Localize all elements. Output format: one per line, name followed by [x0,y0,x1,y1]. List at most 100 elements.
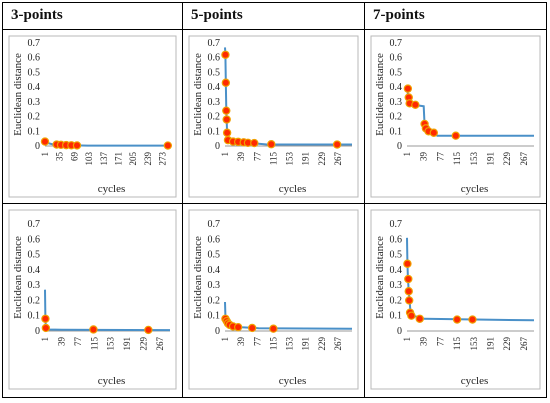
y-tick-label: 0.4 [28,82,41,93]
header-divider [3,29,546,30]
column-divider [364,3,365,397]
chart-5-points-bottom: 0 0.1 0.2 0.3 0.4 0.5 0.6 0.7 1 39 77 115 153 191 229 2… [183,204,364,397]
data-point [222,115,231,124]
x-tick-label: 229 [139,337,149,351]
chart-7-points-bottom: 0 0.1 0.2 0.3 0.4 0.5 0.6 0.7 1 39 77 115 153 191 229 2… [365,204,546,397]
x-tick-label: 35 [55,152,65,162]
x-tick-label: 77 [73,337,83,347]
y-axis-label: Euclidean distance [12,236,24,319]
x-tick-label: 153 [285,152,295,166]
x-tick-label: 77 [252,152,262,162]
x-tick-label: 39 [56,337,66,347]
x-tick-label: 69 [69,152,79,162]
figure-grid: 3-points 5-points 7-points 0 0.1 0.2 0.3 0.4… [2,2,547,398]
data-point [233,322,243,332]
y-tick-label: 0.7 [390,38,403,49]
y-tick-label: 0.1 [208,311,221,322]
x-tick-label: 191 [485,152,495,166]
chart-svg: 0 0.1 0.2 0.3 0.4 0.5 0.6 0.7 1 39 77 115 153 191 229 2… [188,209,359,390]
row-divider [3,203,546,204]
x-tick-label: 1 [402,337,412,342]
chart-5-points-top: 0 0.1 0.2 0.3 0.4 0.5 0.6 0.7 1 39 77 115 153 191 229 2… [183,30,364,203]
y-tick-label: 0.5 [28,250,41,261]
data-point [411,100,420,110]
data-point [404,274,413,284]
chart-svg: 0 0.1 0.2 0.3 0.4 0.5 0.6 0.7 1 39 77 115 153 191 229 2… [8,209,177,390]
y-tick-label: 0 [35,326,40,337]
x-tick-label: 1 [40,337,50,342]
x-tick-label: 77 [435,152,445,162]
y-tick-label: 0.5 [390,67,403,78]
x-tick-label: 191 [122,337,132,351]
x-tick-label: 267 [519,337,529,351]
data-point [415,314,424,323]
data-point [403,84,413,93]
data-point [403,259,412,268]
y-tick-label: 0.6 [390,234,403,245]
y-tick-label: 0.4 [390,265,403,276]
y-tick-label: 0.6 [208,53,221,64]
data-point [332,140,342,149]
x-tick-label: 153 [106,337,116,351]
x-tick-label: 191 [485,337,495,351]
y-tick-label: 0.1 [390,126,403,137]
y-axis-label: Euclidean distance [192,53,204,136]
y-tick-label: 0.6 [28,234,41,245]
y-axis-label: Euclidean distance [192,236,204,319]
data-point [72,141,82,150]
x-axis-label: cycles [461,375,488,387]
x-tick-label: 115 [268,152,278,166]
x-tick-label: 205 [128,152,138,166]
y-tick-label: 0.6 [28,53,41,64]
y-tick-label: 0.4 [390,82,403,93]
x-tick-label: 1 [220,337,230,342]
header-3-points: 3-points [11,7,63,23]
y-tick-label: 0.5 [208,67,221,78]
y-tick-label: 0.1 [390,311,403,322]
x-tick-label: 137 [99,152,109,166]
x-tick-label: 153 [469,152,479,166]
data-point [247,323,257,333]
data-point [41,314,50,323]
x-tick-label: 229 [317,337,327,351]
y-axis-label: Euclidean distance [374,53,386,136]
data-point [222,128,232,137]
data-point [407,311,416,320]
header-7-points: 7-points [373,7,425,23]
y-tick-label: 0.6 [208,234,221,245]
y-tick-label: 0.7 [28,38,41,49]
data-point [404,296,414,305]
x-tick-label: 77 [435,337,445,347]
y-tick-label: 0.3 [208,97,221,108]
x-tick-label: 191 [301,337,311,351]
y-tick-label: 0.1 [28,311,41,322]
y-tick-label: 0.3 [390,97,403,108]
data-point [404,287,413,296]
x-tick-label: 103 [84,152,94,166]
data-point [269,324,278,333]
y-tick-label: 0.7 [390,219,403,230]
y-tick-label: 0.3 [28,97,41,108]
x-tick-label: 191 [301,152,311,166]
x-axis-label: cycles [279,183,306,195]
x-tick-label: 229 [502,152,512,166]
x-tick-label: 115 [268,337,278,351]
y-axis-label: Euclidean distance [374,236,386,319]
x-tick-label: 115 [452,152,462,166]
y-tick-label: 0.3 [28,280,41,291]
x-tick-label: 115 [452,337,462,351]
x-axis-label: cycles [461,183,488,195]
x-tick-label: 1 [402,152,412,157]
x-tick-label: 267 [519,152,529,166]
y-tick-label: 0.7 [208,38,221,49]
x-tick-label: 229 [502,337,512,351]
y-tick-label: 0.7 [28,219,41,230]
chart-frame [188,209,359,390]
y-tick-label: 0.2 [28,112,41,123]
y-tick-label: 0 [397,141,402,152]
header-5-points: 5-points [191,7,243,23]
y-tick-label: 0.3 [208,280,221,291]
data-point [429,128,439,137]
y-tick-label: 0.4 [28,265,41,276]
y-tick-label: 0.2 [208,295,221,306]
